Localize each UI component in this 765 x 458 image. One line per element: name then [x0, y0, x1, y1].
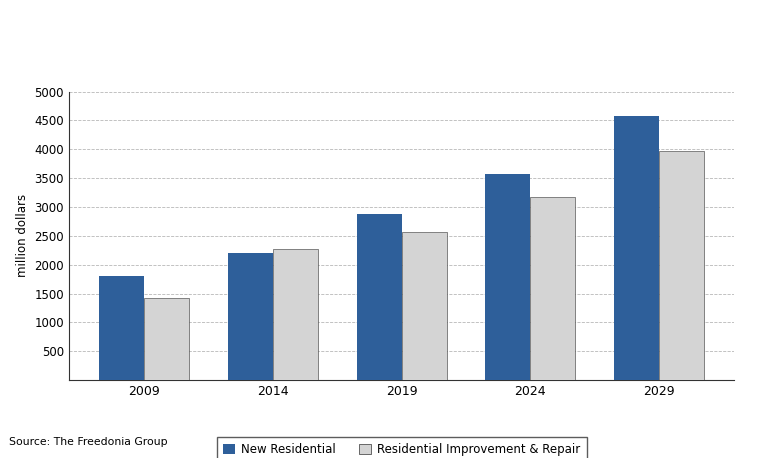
Y-axis label: million dollars: million dollars: [16, 194, 29, 278]
Bar: [273, 249, 318, 380]
Bar: [530, 197, 575, 380]
Bar: [144, 298, 189, 380]
Text: Figure 4-5 | Lighting Fixture Demand by Application, 2009 – 2029 (million dollar: Figure 4-5 | Lighting Fixture Demand by …: [9, 21, 537, 32]
Bar: [402, 232, 447, 380]
Bar: [99, 276, 144, 380]
Bar: [228, 253, 273, 380]
Bar: [485, 174, 530, 380]
Legend: New Residential, Residential Improvement & Repair: New Residential, Residential Improvement…: [216, 436, 587, 458]
Bar: [614, 116, 659, 380]
Bar: [356, 214, 402, 380]
Text: Freedonia: Freedonia: [592, 47, 666, 60]
Bar: [659, 151, 704, 380]
Text: Source: The Freedonia Group: Source: The Freedonia Group: [9, 436, 168, 447]
